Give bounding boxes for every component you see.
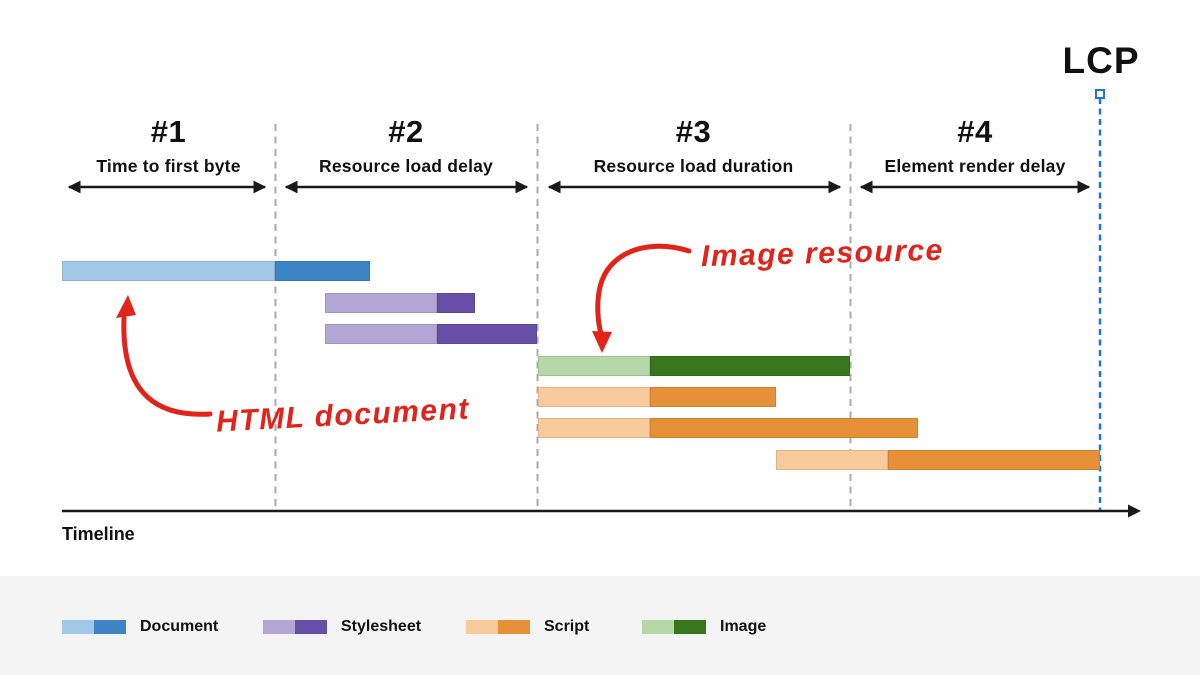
bar-script-dark: [650, 418, 918, 438]
script-swatch-light: [466, 620, 498, 634]
legend-label-script: Script: [544, 618, 590, 635]
html-document-arrow: [121, 315, 213, 417]
phase-3-number: #3: [675, 114, 712, 149]
stylesheet-swatch: [263, 620, 327, 634]
legend-label-image: Image: [720, 618, 767, 635]
stylesheet-swatch-dark: [295, 620, 327, 634]
bar-stylesheet-dark: [437, 324, 537, 344]
legend-item-stylesheet: Stylesheet: [263, 618, 421, 636]
image-swatch-light: [642, 620, 674, 634]
lcp-marker-handle: [1095, 89, 1105, 99]
script-swatch-dark: [498, 620, 530, 634]
bar-stylesheet-light: [325, 293, 437, 313]
phase-1-header: #1 Time to first byte: [62, 116, 275, 177]
legend-label-stylesheet: Stylesheet: [341, 618, 422, 635]
legend-label-document: Document: [140, 618, 219, 635]
image-resource-arrow: [595, 243, 692, 337]
bar-stylesheet-light: [325, 324, 437, 344]
bar-script-dark: [888, 450, 1100, 470]
timeline-axis-label: Timeline: [62, 524, 135, 544]
bar-script-light: [776, 450, 888, 470]
annotation-image-resource: Image resource: [700, 233, 945, 274]
bar-document-light: [62, 261, 275, 281]
phase-4-number: #4: [957, 114, 993, 149]
legend: Document Stylesheet Script Image: [0, 576, 1200, 675]
bar-script-light: [538, 418, 650, 438]
html-document-arrowhead: [116, 295, 136, 318]
legend-item-image: Image: [642, 618, 766, 636]
phase-2-number: #2: [388, 114, 424, 149]
lcp-label: LCP: [1062, 40, 1140, 81]
legend-item-script: Script: [466, 618, 589, 636]
phase-4-label: Element render delay: [884, 156, 1066, 176]
phase-1-label: Time to first byte: [96, 156, 241, 176]
bar-image-dark: [650, 356, 850, 376]
bar-script-light: [538, 387, 650, 407]
image-swatch-dark: [674, 620, 706, 634]
bar-image-light: [538, 356, 650, 376]
legend-item-document: Document: [62, 618, 218, 636]
phase-2-header: #2 Resource load delay: [275, 116, 537, 177]
timeline-axis-arrowhead: [1128, 504, 1141, 518]
script-swatch: [466, 620, 530, 634]
image-resource-arrowhead: [592, 331, 612, 353]
image-swatch: [642, 620, 706, 634]
bar-document-dark: [275, 261, 370, 281]
document-swatch: [62, 620, 126, 634]
phase-3-header: #3 Resource load duration: [537, 116, 850, 177]
phase-1-number: #1: [150, 114, 187, 149]
stylesheet-swatch-light: [263, 620, 295, 634]
phase-2-label: Resource load delay: [318, 156, 493, 176]
document-swatch-light: [62, 620, 94, 634]
phase-4-header: #4 Element render delay: [850, 116, 1100, 177]
bar-script-dark: [650, 387, 776, 407]
bar-stylesheet-dark: [437, 293, 475, 313]
document-swatch-dark: [94, 620, 126, 634]
phase-3-label: Resource load duration: [593, 156, 794, 176]
